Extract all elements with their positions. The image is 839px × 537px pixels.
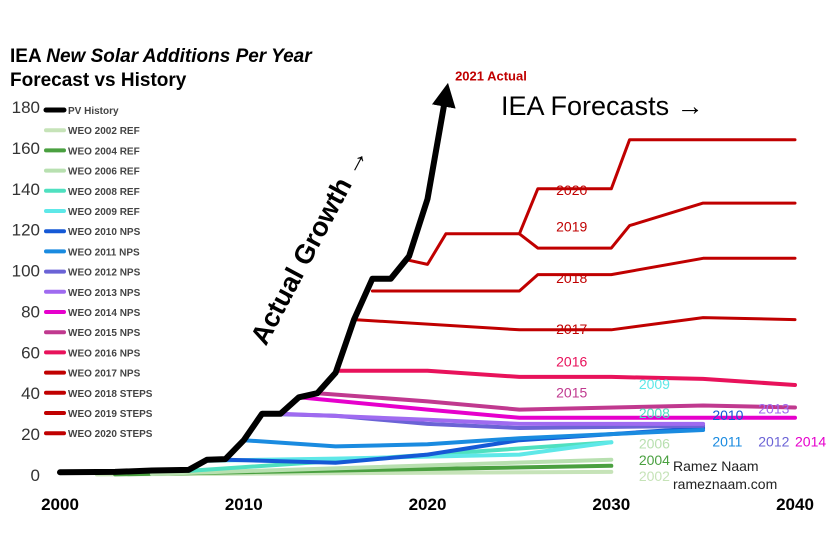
series-label: 2010 [712,407,743,423]
legend-entry: WEO 2013 NPS [68,288,141,299]
series-line [57,82,456,476]
legend-entry: WEO 2018 STEPS [68,389,153,400]
series-line [407,201,797,266]
legend-entry: WEO 2014 NPS [68,308,141,319]
y-tick-label: 160 [12,139,40,158]
legend-entry: WEO 2011 NPS [68,247,140,258]
annotation: IEA Forecasts → [501,91,704,121]
series-label: 2018 [556,270,587,286]
series-lines [57,82,797,477]
legend-entry: WEO 2004 REF [68,146,140,157]
series-line [370,256,797,293]
legend-entry: WEO 2006 REF [68,167,140,178]
series-line [315,391,797,412]
x-tick-label: 2020 [409,495,447,514]
series-label: 2009 [639,376,670,392]
chart-subtitle: Forecast vs History [10,70,187,91]
series-line [333,368,797,387]
credit-name: Ramez Naam [673,458,759,474]
y-tick-label: 20 [21,425,40,444]
legend-entry: WEO 2002 REF [68,126,140,137]
x-tick-label: 2030 [592,495,630,514]
y-tick-label: 100 [12,262,40,281]
x-tick-label: 2040 [776,495,814,514]
legend: PV History WEO 2002 REF WEO 2004 REF WEO 20… [43,106,153,440]
y-tick-label: 120 [12,221,40,240]
series-label: 2014 [795,433,826,449]
annotation: 2021 Actual [455,68,527,83]
y-tick-label: 60 [21,343,40,362]
legend-entry: WEO 2012 NPS [68,268,141,279]
x-tick-label: 2000 [41,495,79,514]
series-label: 2012 [758,433,789,449]
series-line [241,428,706,449]
series-label: 2020 [556,182,587,198]
series-label: 2015 [556,384,587,400]
series-label: 2016 [556,354,587,370]
series-label: 2006 [639,435,670,451]
credit-site: rameznaam.com [673,476,778,492]
legend-entry: WEO 2019 STEPS [68,409,153,420]
y-tick-label: 140 [12,180,40,199]
legend-entry: WEO 2017 NPS [68,369,141,380]
y-tick-label: 40 [21,384,40,403]
series-label: 2008 [639,405,670,421]
series-line [352,316,797,332]
series-label: 2011 [712,433,742,449]
series-label: 2013 [758,401,789,417]
y-tick-label: 180 [12,98,40,117]
series-label: 2017 [556,321,587,337]
legend-entry: PV History [68,106,119,117]
title-prefix: IEA [10,46,41,67]
series-label: 2002 [639,468,670,484]
series-line [278,411,706,426]
series-line [296,395,797,420]
legend-entry: WEO 2015 NPS [68,328,141,339]
legend-entry: WEO 2010 NPS [68,227,141,238]
series-line [517,138,797,236]
y-tick-label: 0 [31,466,40,485]
legend-entry: WEO 2016 NPS [68,348,141,359]
series-label: 2004 [639,452,670,468]
chart-title: IEA New Solar Additions Per Year [10,46,312,68]
title-italic: New Solar Additions Per Year [46,46,312,67]
series-line [149,457,614,476]
y-tick-label: 80 [21,302,40,321]
legend-entry: WEO 2020 STEPS [68,429,153,440]
x-tick-label: 2010 [225,495,263,514]
legend-entry: WEO 2008 REF [68,187,140,198]
series-label: 2019 [556,219,587,235]
legend-entry: WEO 2009 REF [68,207,140,218]
